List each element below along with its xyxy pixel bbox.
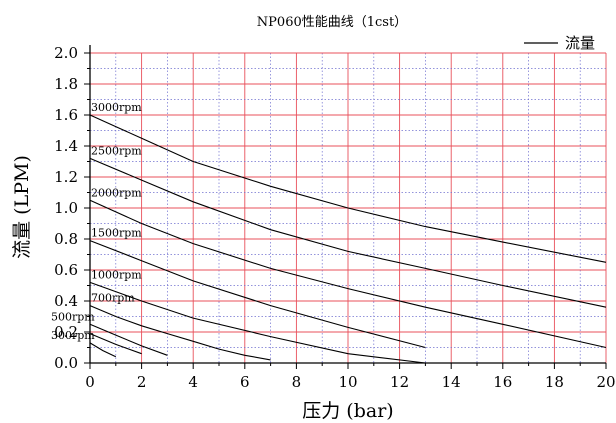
series-label-3000rpm: 3000rpm (91, 101, 142, 114)
x-tick-label: 4 (188, 373, 198, 391)
y-tick-label: 1.8 (54, 75, 78, 93)
series-line-2500rpm (89, 157, 607, 308)
series-line-1000rpm (89, 281, 426, 364)
series-line-2000rpm (89, 199, 607, 349)
x-tick-label: 18 (545, 373, 564, 391)
legend: 流量 (524, 34, 595, 52)
y-tick-label: 0.6 (54, 261, 78, 279)
series-label-300rpm: 300rpm (51, 329, 95, 342)
y-tick-label: 1.6 (54, 106, 78, 124)
y-tick-label: 1.2 (54, 168, 78, 186)
y-tick-label: 0.0 (54, 354, 78, 372)
curves (89, 114, 607, 364)
x-tick-label: 0 (85, 373, 95, 391)
y-tick-label: 0.4 (54, 292, 78, 310)
series-line-unlabeled (89, 333, 142, 355)
x-tick-label: 8 (292, 373, 302, 391)
x-tick-label: 10 (338, 373, 357, 391)
series-line-300rpm (89, 342, 117, 358)
chart-title: NP060性能曲线（1cst） (257, 15, 407, 30)
series-label-1000rpm: 1000rpm (91, 268, 142, 281)
x-tick-label: 16 (493, 373, 512, 391)
x-tick-label: 12 (390, 373, 409, 391)
x-axis-label: 压力 (bar) (302, 400, 393, 422)
x-tick-label: 20 (596, 373, 615, 391)
series-label-2000rpm: 2000rpm (91, 186, 142, 199)
x-tick-label: 2 (137, 373, 147, 391)
x-tick-label: 14 (442, 373, 461, 391)
series-line-500rpm (89, 323, 168, 356)
series-label-2500rpm: 2500rpm (91, 144, 142, 157)
x-tick-label: 6 (240, 373, 250, 391)
series-label-500rpm: 500rpm (51, 310, 95, 323)
grid (90, 52, 607, 363)
curve-labels: 3000rpm 2500rpm 2000rpm 1500rpm 1000rpm 700rp… (51, 101, 142, 342)
y-tick-label: 2.0 (54, 44, 78, 62)
y-tick-label: 1.0 (54, 199, 78, 217)
ticks: 0 2 4 6 8 10 12 14 16 18 20 0.0 0.2 0.4 0.6 0.8 1.0 1.2 1.… (54, 44, 615, 391)
y-tick-label: 0.8 (54, 230, 78, 248)
legend-label: 流量 (565, 34, 595, 52)
series-label-700rpm: 700rpm (91, 292, 135, 305)
series-line-1500rpm (89, 240, 426, 349)
series-line-3000rpm (89, 114, 607, 263)
series-label-1500rpm: 1500rpm (91, 227, 142, 240)
y-tick-label: 1.4 (54, 137, 78, 155)
y-axis-label: 流量 (LPM) (11, 155, 33, 259)
series-line-700rpm (89, 305, 271, 361)
y-tick-label: 0.2 (54, 323, 78, 341)
